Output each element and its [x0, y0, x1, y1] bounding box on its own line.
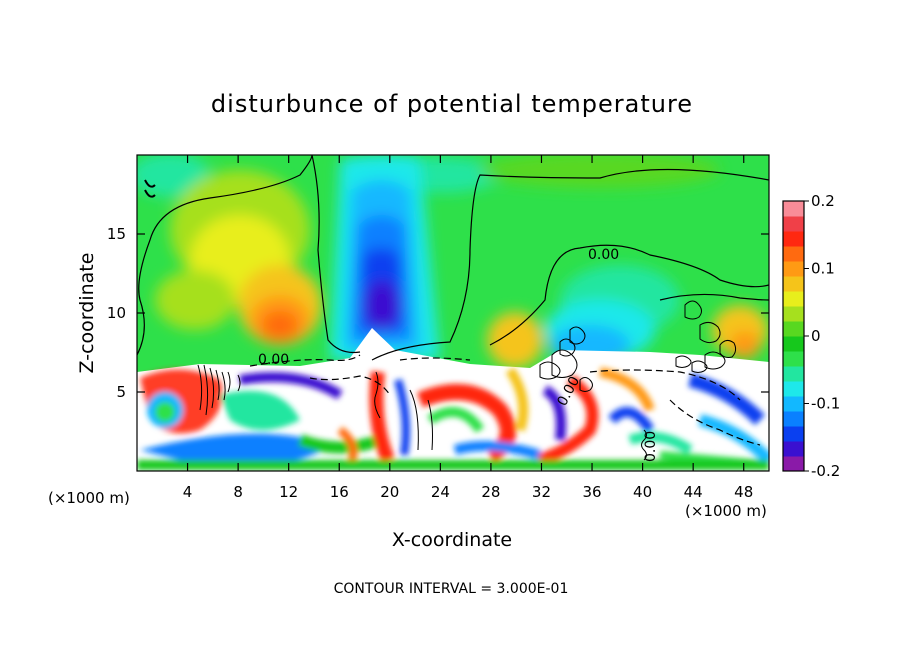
colorbar: 0.2 0.1 0 -0.1 -0.2: [782, 192, 840, 480]
colorbar-tick-label: -0.2: [811, 462, 840, 480]
x-tick-label: 8: [233, 483, 243, 501]
colorbar-swatch: [783, 216, 804, 232]
colorbar-swatch: [783, 201, 804, 217]
colorbar-swatch: [783, 351, 804, 367]
x-tick-label: 16: [330, 483, 349, 501]
x-axis: 4 8 12 16 20 24 28 32 36 40 44 48: [183, 155, 753, 501]
x-tick-label: 12: [279, 483, 298, 501]
colorbar-swatch: [783, 231, 804, 247]
x-tick-label: 32: [532, 483, 551, 501]
colorbar-swatch: [783, 276, 804, 292]
x-tick-label: 36: [582, 483, 601, 501]
contour-label: 0.00: [258, 352, 289, 368]
colorbar-swatch: [783, 396, 804, 412]
contour-interval-note: CONTOUR INTERVAL = 3.000E-01: [334, 581, 569, 597]
colorbar-swatch: [783, 366, 804, 382]
colorbar-swatch: [783, 441, 804, 457]
colorbar-tick-label: 0.1: [811, 260, 835, 278]
colorbar-swatch: [783, 381, 804, 397]
x-unit-label-left: (×1000 m): [48, 489, 130, 507]
colorbar-swatch: [783, 336, 804, 352]
x-tick-label: 48: [734, 483, 753, 501]
x-unit-label-right: (×1000 m): [685, 502, 767, 520]
colorbar-swatch: [783, 261, 804, 277]
x-tick-label: 4: [183, 483, 193, 501]
colorbar-swatch: [783, 246, 804, 262]
heatmap-field: [137, 155, 769, 471]
y-axis: 5 10 15: [107, 225, 769, 401]
y-tick-label: 5: [116, 383, 126, 401]
x-tick-label: 24: [431, 483, 450, 501]
colorbar-swatch: [783, 456, 804, 472]
contour-label: 0.00: [588, 247, 619, 263]
contour-label: 0.00: [643, 431, 659, 462]
colorbar-tick-label: 0: [811, 327, 821, 345]
colorbar-swatch: [783, 321, 804, 337]
y-tick-label: 15: [107, 225, 126, 243]
colorbar-swatch: [783, 306, 804, 322]
colorbar-swatch: [783, 426, 804, 442]
x-tick-label: 20: [380, 483, 399, 501]
x-tick-label: 40: [633, 483, 652, 501]
x-tick-label: 44: [684, 483, 703, 501]
x-tick-label: 28: [481, 483, 500, 501]
colorbar-tick-label: 0.2: [811, 192, 835, 210]
y-tick-label: 10: [107, 304, 126, 322]
colorbar-swatch: [783, 291, 804, 307]
colorbar-swatch: [783, 411, 804, 427]
x-axis-label: X-coordinate: [392, 529, 512, 551]
chart-title: disturbunce of potential temperature: [211, 90, 693, 118]
y-axis-label: Z-coordinate: [76, 253, 98, 374]
colorbar-tick-label: -0.1: [811, 395, 840, 413]
